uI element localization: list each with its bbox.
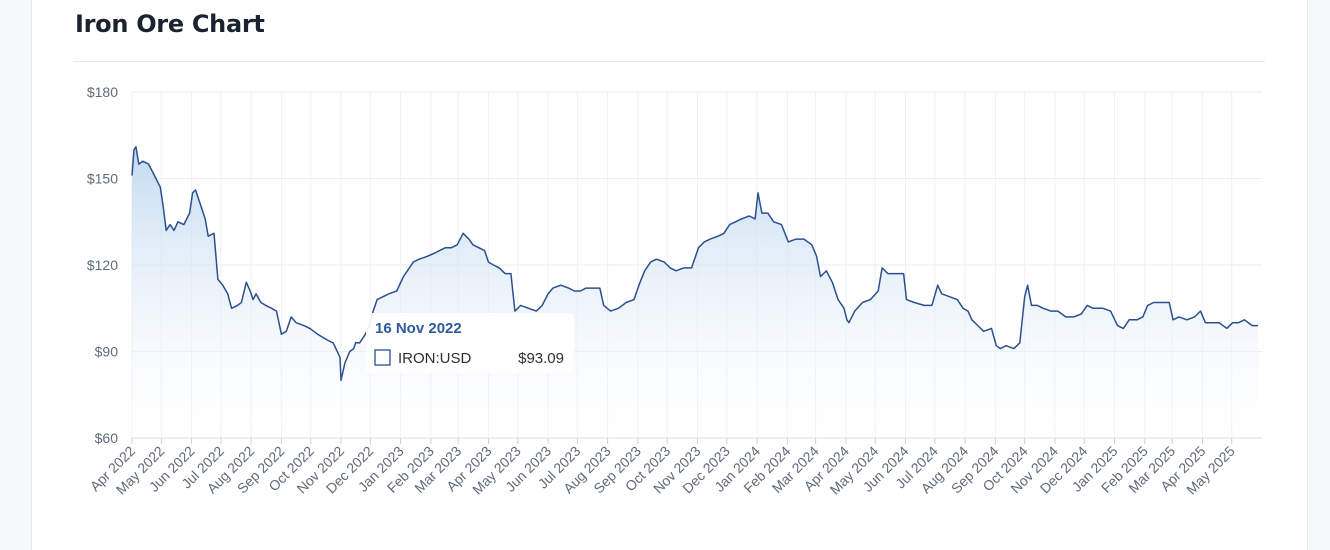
tooltip-series-swatch — [374, 349, 391, 366]
y-tick-label: $90 — [95, 344, 119, 360]
y-axis: $60 $90 $120 $150 $180 — [87, 84, 118, 446]
tooltip: 16 Nov 2022 IRON:USD $93.09 — [366, 313, 574, 373]
title-divider — [73, 61, 1265, 62]
line-path — [131, 146, 1259, 382]
chart-title: Iron Ore Chart — [75, 10, 265, 38]
y-tick-label: $60 — [95, 430, 119, 446]
tooltip-series-label: IRON:USD — [398, 350, 472, 367]
y-tick-label: $180 — [87, 84, 118, 100]
y-tick-label: $150 — [87, 171, 118, 187]
tooltip-box — [366, 313, 574, 373]
tooltip-value: $93.09 — [518, 350, 564, 367]
series-line — [131, 146, 1259, 382]
area-path — [132, 146, 1259, 439]
tooltip-date: 16 Nov 2022 — [375, 320, 462, 337]
y-tick-label: $120 — [87, 257, 118, 273]
area-fill — [132, 146, 1259, 439]
